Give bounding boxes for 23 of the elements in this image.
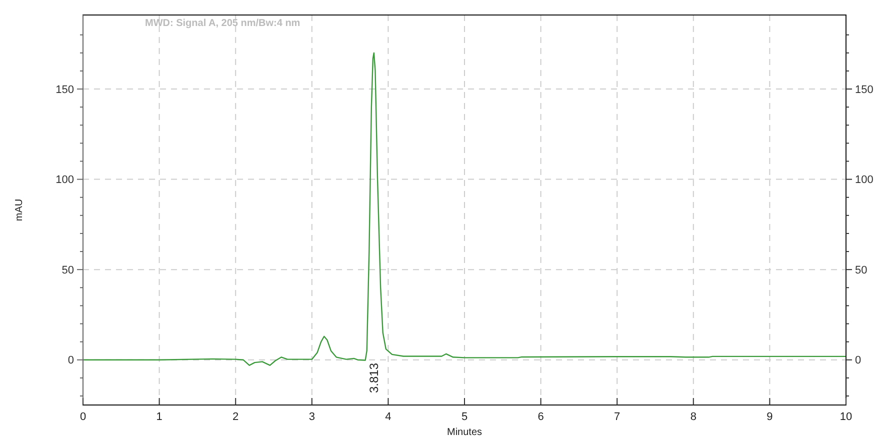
chart-title: MWD: Signal A, 205 nm/Bw:4 nm <box>145 18 300 29</box>
x-tick-label: 1 <box>156 411 162 423</box>
y2-tick-label: 0 <box>855 354 862 367</box>
y2-tick-label: 50 <box>855 264 868 276</box>
x-tick-label: 10 <box>840 411 852 423</box>
x-tick-label: 4 <box>385 411 392 423</box>
y-tick-label: 0 <box>68 354 74 367</box>
x-axis-title: Minutes <box>446 427 482 438</box>
y-tick-label: 100 <box>56 174 74 186</box>
x-tick-label: 9 <box>766 411 773 423</box>
x-tick-label: 5 <box>461 411 468 423</box>
y-tick-label: 150 <box>56 84 74 96</box>
y2-tick-label: 100 <box>855 174 874 186</box>
y2-tick-label: 150 <box>855 84 874 96</box>
annotation: 3.813 <box>366 362 381 394</box>
x-tick-label: 3 <box>308 411 315 423</box>
x-tick-label: 7 <box>614 411 620 423</box>
y-tick-label: 50 <box>62 264 74 276</box>
y-axis-title: mAU <box>14 198 25 222</box>
x-tick-label: 2 <box>232 411 239 423</box>
x-tick-label: 6 <box>538 411 544 423</box>
x-tick-label: 8 <box>690 411 696 423</box>
x-tick-label: 0 <box>80 411 86 423</box>
